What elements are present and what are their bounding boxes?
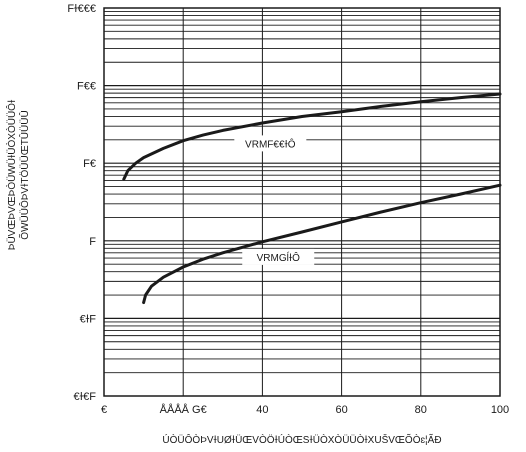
y-tick-label: F€ [83, 158, 96, 170]
y-tick-label: €ɫ€F [73, 391, 96, 403]
y-tick-label: €ɫF [80, 313, 97, 325]
grid [104, 8, 500, 396]
series-labels: VRMF€€ɫÔ VRMGĺɫÔ [234, 135, 315, 265]
series-layer [122, 92, 502, 305]
plot-frame [103, 7, 501, 397]
x-tick-label: 60 [335, 404, 347, 416]
x-tick-label: 40 [256, 404, 268, 416]
series-label-1: VRMF€€ɫÔ [245, 137, 296, 150]
x-tick-label: 80 [415, 404, 427, 416]
series-label-2: VRMGĺɫÔ [257, 251, 300, 264]
series-label-bg [234, 135, 307, 152]
y-tick-labels: Fɫ€€€ F€€ F€ F €ɫF €ɫ€F [67, 3, 96, 403]
x-tick-label: € [101, 404, 107, 416]
y-axis-label-line-1: ÞÜVŒÞVŒÞÒÜWÜɫÜÒXÒÜÜÔɫ [5, 99, 18, 250]
series-line-2 [142, 183, 502, 305]
series-label-bg [242, 248, 315, 265]
series-line-1 [122, 92, 502, 181]
x-tick-labels: € ÅÅÅÅ G€ 40 60 80 100 [101, 403, 509, 416]
y-axis-label-line-2: ÕWÜÜÔÞVɫTÖÜÜŒTÛÜÜÛ [18, 110, 31, 239]
x-axis-label: ÚÒÜÔÒÞVɫUØɫÜŒVÒÖɫÚÒŒSɫÜÒXÒÜÜÒɫXUŠVŒÕÒɛ¦Ã… [162, 433, 441, 446]
y-tick-label: F€€ [77, 81, 96, 93]
x-tick-label: ÅÅÅÅ G€ [160, 403, 207, 416]
y-tick-label: F [89, 236, 96, 248]
y-tick-label: Fɫ€€€ [67, 3, 96, 15]
x-tick-label: 100 [491, 404, 509, 416]
